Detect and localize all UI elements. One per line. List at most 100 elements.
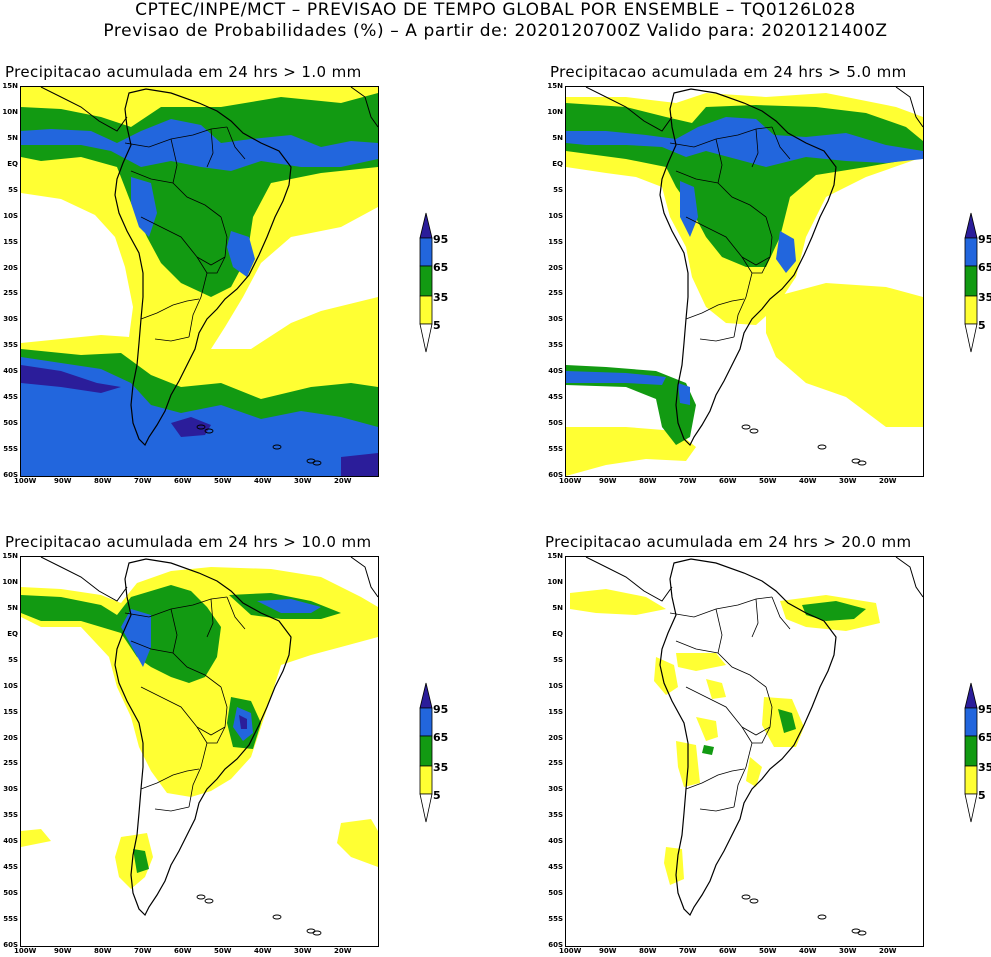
lat-label: 30S [548, 315, 563, 324]
lon-label: 50W [214, 477, 232, 485]
lat-label: 10N [2, 577, 18, 586]
probability-area-yellow [746, 757, 762, 787]
country-border [206, 128, 214, 168]
lon-label: 100W [559, 947, 582, 955]
lat-label: 5N [552, 133, 563, 142]
colorbar-label: 65 [978, 261, 991, 274]
lon-label: 50W [214, 947, 232, 955]
colorbar-segment [964, 323, 978, 353]
probability-area-green [802, 601, 866, 621]
panel-2-colorbar [964, 212, 978, 358]
lat-label: 5N [7, 133, 18, 142]
island [204, 898, 214, 904]
lat-label: 15N [2, 552, 18, 560]
lat-label: 10S [3, 681, 18, 690]
probability-area-green [702, 745, 714, 755]
country-border [699, 336, 735, 342]
probability-area-yellow [654, 657, 678, 695]
panel-2-map-svg [566, 87, 923, 476]
lon-label: 60W [719, 947, 737, 955]
lat-label: 10S [3, 211, 18, 220]
lat-label: 35S [548, 341, 563, 350]
lat-label: 5N [7, 603, 18, 612]
panel-3-colorbar [419, 682, 433, 828]
lat-label: 60S [3, 471, 18, 479]
country-border [685, 298, 745, 320]
lon-label: 80W [639, 947, 657, 955]
island [749, 898, 759, 904]
panel-4-map-svg [570, 557, 923, 936]
lon-label: 20W [879, 947, 897, 955]
colorbar-label: 5 [978, 319, 986, 332]
lat-label: 60S [3, 941, 18, 949]
probability-area-green [778, 709, 796, 733]
lat-label: 15N [2, 82, 18, 90]
island [741, 894, 751, 900]
lat-label: 20S [548, 733, 563, 742]
lat-label: 45S [548, 863, 563, 872]
panel-4-colorbar [964, 682, 978, 828]
coastline [659, 558, 837, 917]
country-border [685, 768, 745, 790]
colorbar-label: 35 [978, 761, 991, 774]
island [857, 930, 867, 936]
lon-label: 80W [94, 477, 112, 485]
country-border [751, 598, 759, 638]
lon-label: 60W [174, 477, 192, 485]
africa-coast [895, 557, 923, 598]
lat-label: 35S [548, 811, 563, 820]
colorbar-segment [419, 793, 433, 823]
lat-label: 10S [548, 211, 563, 220]
island [196, 894, 206, 900]
lat-label: 45S [548, 393, 563, 402]
colorbar-label: 5 [433, 319, 441, 332]
island [741, 424, 751, 430]
lon-label: 90W [599, 477, 617, 485]
country-border [733, 272, 753, 338]
lon-label: 40W [799, 947, 817, 955]
lon-label: 100W [559, 477, 582, 485]
colorbar-label: 5 [978, 789, 986, 802]
colorbar-segment [964, 707, 978, 737]
lon-label: 60W [174, 947, 192, 955]
country-border [124, 596, 228, 618]
lat-label: 25S [3, 289, 18, 298]
panel-1-map-svg [21, 87, 378, 476]
panel-1-colorbar [419, 212, 433, 358]
lat-label: 20S [548, 263, 563, 272]
lat-label: 60S [548, 471, 563, 479]
country-border [188, 742, 208, 808]
country-border [715, 608, 723, 654]
lat-label: EQ [7, 159, 18, 168]
lat-label: 10N [547, 577, 563, 586]
colorbar-segment [419, 735, 433, 767]
island [306, 928, 316, 934]
country-border [124, 126, 228, 148]
panel-3-map-svg [21, 557, 378, 936]
probability-area-blue [21, 119, 378, 171]
panel-3-title: Precipitacao acumulada em 24 hrs > 10.0 … [5, 533, 372, 551]
colorbar-segment [964, 793, 978, 823]
island [749, 428, 759, 434]
colorbar-segment [419, 265, 433, 297]
probability-area-yellow [337, 819, 378, 867]
probability-area-yellow [570, 589, 666, 615]
lon-label: 30W [294, 477, 312, 485]
colorbar-segment [419, 323, 433, 353]
lat-label: 55S [3, 915, 18, 924]
lat-label: 60S [548, 941, 563, 949]
lon-label: 90W [54, 947, 72, 955]
colorbar-segment [419, 707, 433, 737]
colorbar-label: 65 [433, 731, 449, 744]
country-border [669, 596, 773, 618]
country-border [226, 596, 246, 630]
lat-label: 40S [3, 837, 18, 846]
lat-label: 20S [3, 263, 18, 272]
lon-label: 90W [54, 477, 72, 485]
lat-label: 50S [548, 419, 563, 428]
probability-area-dblue [171, 417, 211, 437]
probability-area-yellow [706, 679, 726, 699]
lon-label: 100W [14, 947, 37, 955]
country-border [685, 216, 753, 274]
lat-label: 50S [3, 889, 18, 898]
